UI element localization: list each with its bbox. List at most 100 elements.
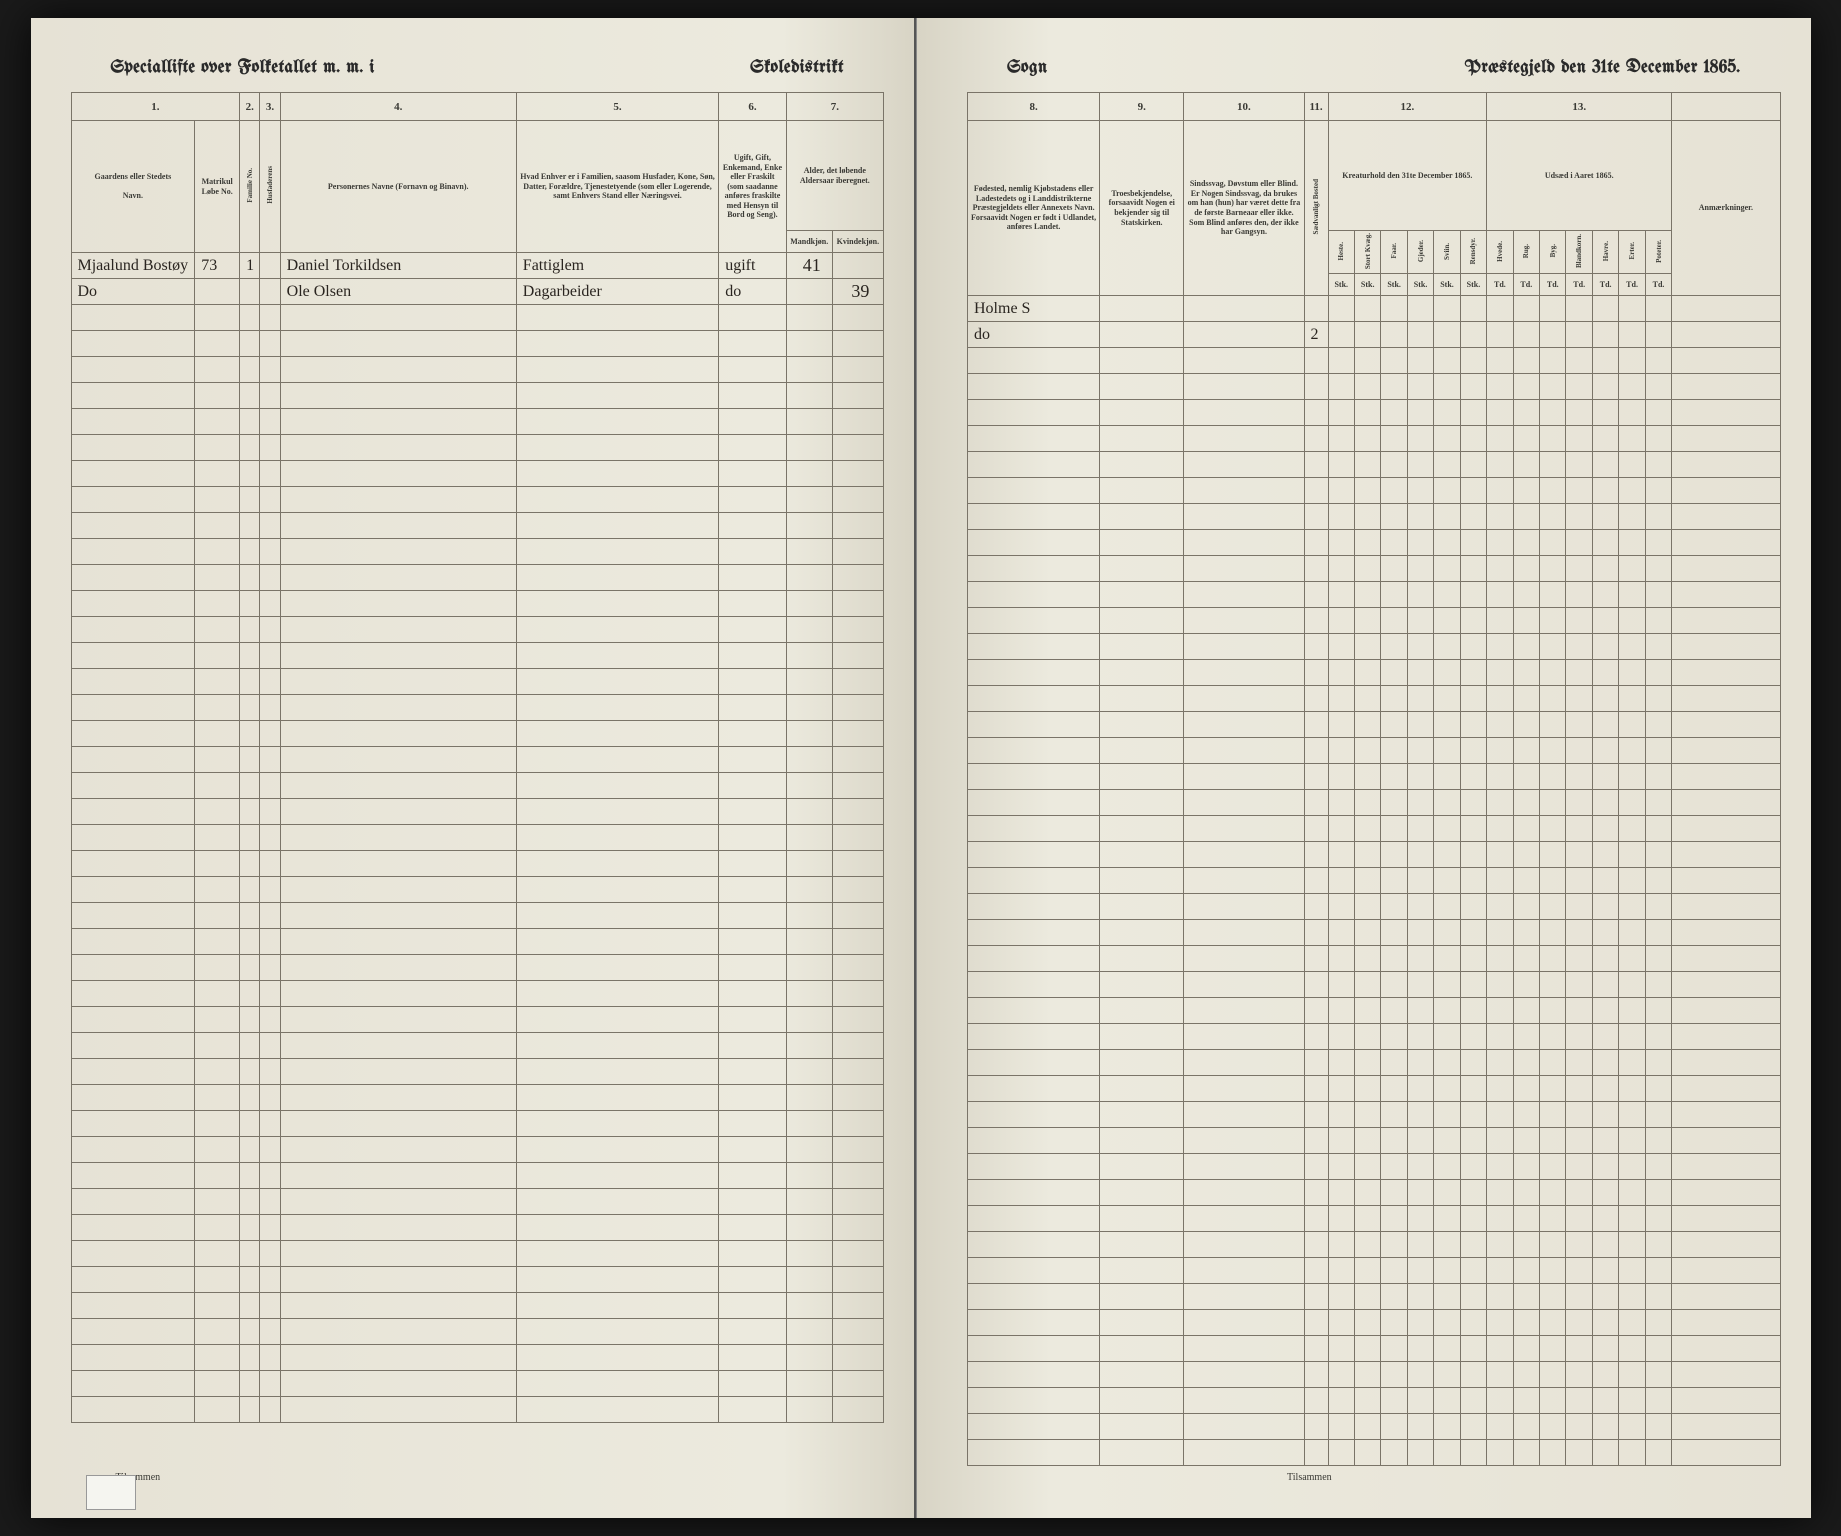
empty-row (968, 348, 1781, 374)
empty-row (968, 816, 1781, 842)
empty-row (968, 1102, 1781, 1128)
left-header-row: Gaardens eller Stedets Navn. Matrikul Lø… (71, 121, 884, 231)
cell (1328, 296, 1354, 322)
cell (1434, 322, 1460, 348)
empty-row (71, 1241, 884, 1267)
cell (1460, 322, 1486, 348)
empty-row (968, 660, 1781, 686)
cell (1672, 296, 1780, 322)
cell: do (968, 322, 1100, 348)
unit: Td. (1645, 274, 1671, 296)
empty-row (71, 721, 884, 747)
sub-faar: Faar. (1381, 231, 1407, 274)
empty-row (71, 1137, 884, 1163)
empty-row (71, 1085, 884, 1111)
empty-row (968, 1180, 1781, 1206)
unit: Stk. (1328, 274, 1354, 296)
cell (240, 279, 260, 305)
hdr-troes: Troesbekjendelse, forsaavidt Nogen ei be… (1100, 121, 1184, 296)
colnum-4: 4. (280, 93, 516, 121)
sub-bland: Blandkorn. (1566, 231, 1592, 274)
cell (1619, 322, 1645, 348)
empty-row (71, 357, 884, 383)
empty-row (71, 669, 884, 695)
cell (1460, 296, 1486, 322)
left-title-1: Speciallifte over Folketallet m. m. i (111, 58, 375, 77)
hdr-mand: Mandkjøn. (786, 231, 832, 253)
empty-row (71, 513, 884, 539)
empty-row (968, 842, 1781, 868)
cell: 2 (1304, 322, 1328, 348)
empty-row (71, 695, 884, 721)
empty-row (71, 1293, 884, 1319)
empty-row (71, 331, 884, 357)
hdr-navne: Personernes Navne (Fornavn og Binavn). (280, 121, 516, 253)
cell: 41 (786, 253, 832, 279)
unit: Stk. (1460, 274, 1486, 296)
empty-row (968, 894, 1781, 920)
right-title-1: Sogn (1007, 58, 1048, 77)
sub-kvaeg: Stort Kvæg. (1354, 231, 1380, 274)
sub-poteter: Poteter. (1645, 231, 1671, 274)
empty-row (71, 617, 884, 643)
unit: Stk. (1381, 274, 1407, 296)
table-row: do 2 (968, 322, 1781, 348)
hdr-col2: Familie No. (240, 121, 260, 253)
sub-gjeder: Gjeder. (1407, 231, 1433, 274)
empty-row (968, 582, 1781, 608)
cell: 1 (240, 253, 260, 279)
empty-row (71, 773, 884, 799)
rcolnum-8: 8. (968, 93, 1100, 121)
right-header-row: Fødested, nemlig Kjøbstadens eller Lades… (968, 121, 1781, 231)
empty-row (968, 920, 1781, 946)
empty-row (71, 955, 884, 981)
unit: Stk. (1434, 274, 1460, 296)
cell (1407, 296, 1433, 322)
empty-row (71, 1007, 884, 1033)
cell (1540, 322, 1566, 348)
right-colnum-row: 8. 9. 10. 11. 12. 13. (968, 93, 1781, 121)
empty-row (968, 712, 1781, 738)
empty-row (968, 1414, 1781, 1440)
empty-row (71, 305, 884, 331)
cell (195, 279, 240, 305)
unit: Stk. (1407, 274, 1433, 296)
cell (1328, 322, 1354, 348)
left-page: Speciallifte over Folketallet m. m. i Sk… (31, 18, 917, 1518)
empty-row (968, 998, 1781, 1024)
colnum-3: 3. (260, 93, 280, 121)
empty-row (71, 1215, 884, 1241)
empty-row (968, 634, 1781, 660)
unit: Td. (1513, 274, 1539, 296)
cell (1381, 322, 1407, 348)
empty-row (968, 764, 1781, 790)
empty-row (71, 799, 884, 825)
hdr-sinds: Sindssvag, Døvstum eller Blind. Er Nogen… (1184, 121, 1304, 296)
cell (1434, 296, 1460, 322)
left-title-row: Speciallifte over Folketallet m. m. i Sk… (71, 58, 885, 77)
cell (1672, 322, 1780, 348)
colnum-6: 6. (719, 93, 786, 121)
cell (1407, 322, 1433, 348)
empty-row (71, 539, 884, 565)
empty-row (71, 591, 884, 617)
thumb-marker (86, 1475, 136, 1510)
table-row: DoOle OlsenDagarbeiderdo39 (71, 279, 884, 305)
empty-row (968, 868, 1781, 894)
empty-row (71, 1189, 884, 1215)
empty-row (968, 1232, 1781, 1258)
empty-row (71, 435, 884, 461)
empty-row (71, 1033, 884, 1059)
table-row: Holme S (968, 296, 1781, 322)
right-title-2: Præstegjeld den 31te December 1865. (1465, 58, 1741, 77)
hdr-kvinde: Kvindekjøn. (832, 231, 883, 253)
cell (832, 253, 883, 279)
sub-erter: Erter. (1619, 231, 1645, 274)
left-title-2: Skoledistrikt (750, 58, 844, 77)
cell (1566, 296, 1592, 322)
empty-row (968, 1310, 1781, 1336)
unit: Td. (1487, 274, 1513, 296)
colnum-1: 1. (71, 93, 240, 121)
cell (1645, 322, 1671, 348)
cell (1566, 322, 1592, 348)
